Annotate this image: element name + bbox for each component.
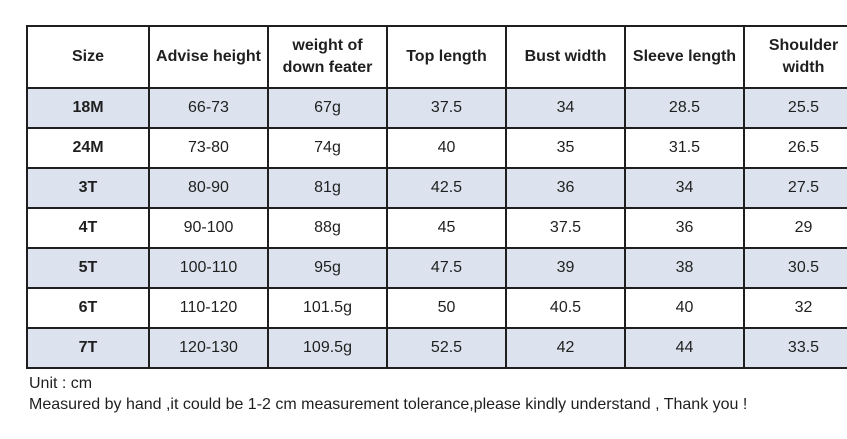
header-row: Size Advise height weight of down feater To… (26, 25, 847, 89)
table-cell: 120-130 (148, 327, 269, 369)
table-cell: 38 (624, 247, 745, 289)
size-cell: 5T (26, 247, 150, 289)
table-cell: 32 (743, 287, 847, 329)
table-header: Size Advise height weight of down feater To… (26, 25, 847, 89)
column-header: Shoulder width (743, 25, 847, 89)
table-cell: 44 (624, 327, 745, 369)
table-cell: 31.5 (624, 127, 745, 169)
table-cell: 42 (505, 327, 626, 369)
table-cell: 34 (505, 87, 626, 129)
column-header: Sleeve length (624, 25, 745, 89)
table-cell: 110-120 (148, 287, 269, 329)
table-cell: 25.5 (743, 87, 847, 129)
table-cell: 66-73 (148, 87, 269, 129)
table-cell: 95g (267, 247, 388, 289)
column-header: Advise height (148, 25, 269, 89)
table-cell: 42.5 (386, 167, 507, 209)
table-cell: 27.5 (743, 167, 847, 209)
size-cell: 7T (26, 327, 150, 369)
table-cell: 40.5 (505, 287, 626, 329)
table-cell: 80-90 (148, 167, 269, 209)
table-row: 3T 80-90 81g 42.5 36 34 27.5 (26, 167, 847, 209)
table-row: 5T 100-110 95g 47.5 39 38 30.5 (26, 247, 847, 289)
table-cell: 36 (505, 167, 626, 209)
table-row: 4T 90-100 88g 45 37.5 36 29 (26, 207, 847, 249)
table-cell: 37.5 (386, 87, 507, 129)
table-cell: 90-100 (148, 207, 269, 249)
table-cell: 39 (505, 247, 626, 289)
table-cell: 101.5g (267, 287, 388, 329)
table-row: 18M 66-73 67g 37.5 34 28.5 25.5 (26, 87, 847, 129)
table-notes: Unit : cm Measured by hand ,it could be … (29, 373, 829, 415)
table-row: 7T 120-130 109.5g 52.5 42 44 33.5 (26, 327, 847, 369)
column-header: Bust width (505, 25, 626, 89)
table-cell: 30.5 (743, 247, 847, 289)
table-row: 6T 110-120 101.5g 50 40.5 40 32 (26, 287, 847, 329)
table-cell: 26.5 (743, 127, 847, 169)
table-row: 24M 73-80 74g 40 35 31.5 26.5 (26, 127, 847, 169)
table-cell: 73-80 (148, 127, 269, 169)
size-cell: 6T (26, 287, 150, 329)
table-cell: 29 (743, 207, 847, 249)
column-header: weight of down feater (267, 25, 388, 89)
table-cell: 35 (505, 127, 626, 169)
table-cell: 50 (386, 287, 507, 329)
size-cell: 4T (26, 207, 150, 249)
table-cell: 109.5g (267, 327, 388, 369)
table-cell: 100-110 (148, 247, 269, 289)
table-cell: 36 (624, 207, 745, 249)
table-cell: 33.5 (743, 327, 847, 369)
table-cell: 81g (267, 167, 388, 209)
tolerance-note: Measured by hand ,it could be 1-2 cm mea… (29, 396, 748, 413)
size-cell: 24M (26, 127, 150, 169)
table-body: 18M 66-73 67g 37.5 34 28.5 25.5 24M 73-80 74g 40 35… (26, 87, 847, 369)
size-chart-container: Size Advise height weight of down feater To… (26, 25, 847, 369)
table-cell: 37.5 (505, 207, 626, 249)
size-cell: 18M (26, 87, 150, 129)
table-cell: 34 (624, 167, 745, 209)
column-header: Top length (386, 25, 507, 89)
table-cell: 40 (386, 127, 507, 169)
table-cell: 74g (267, 127, 388, 169)
table-cell: 88g (267, 207, 388, 249)
unit-note: Unit : cm (29, 375, 93, 392)
table-cell: 40 (624, 287, 745, 329)
table-cell: 28.5 (624, 87, 745, 129)
size-cell: 3T (26, 167, 150, 209)
table-cell: 67g (267, 87, 388, 129)
table-cell: 52.5 (386, 327, 507, 369)
column-header: Size (26, 25, 150, 89)
size-chart-table: Size Advise height weight of down feater To… (26, 25, 847, 369)
table-cell: 47.5 (386, 247, 507, 289)
table-cell: 45 (386, 207, 507, 249)
